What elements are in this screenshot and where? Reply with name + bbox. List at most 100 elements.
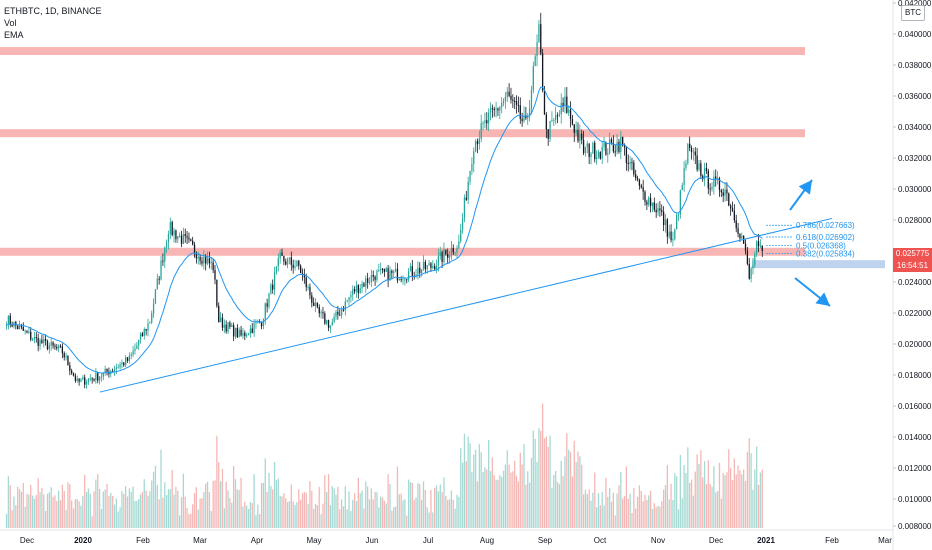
candle: [761, 245, 763, 257]
volume-bar: [48, 492, 50, 528]
candle: [35, 332, 37, 343]
candle: [523, 106, 525, 124]
volume-bar: [581, 464, 583, 528]
volume-bar: [72, 508, 75, 528]
candle: [689, 136, 691, 152]
volume-bar: [577, 451, 579, 528]
volume-bar: [359, 493, 361, 528]
volume-bar: [156, 484, 158, 528]
candle: [5, 321, 8, 330]
volume-bar: [664, 485, 667, 528]
candle: [316, 302, 319, 309]
volume-bar: [141, 492, 144, 528]
volume-bar: [294, 505, 296, 528]
candle: [387, 264, 389, 288]
candle: [411, 259, 413, 282]
zone-2[interactable]: [0, 247, 805, 256]
price-axis[interactable]: 0.042000 0.040000 0.038000 0.036000 0.034000…: [893, 0, 932, 531]
candle: [415, 268, 417, 279]
candle: [188, 232, 190, 243]
candle: [696, 148, 698, 172]
ema-indicator-label[interactable]: EMA: [4, 30, 24, 40]
volume-bar: [331, 486, 333, 528]
candle: [683, 160, 685, 192]
candle: [558, 110, 561, 118]
candle: [121, 359, 123, 369]
candle: [162, 253, 164, 266]
volume-bar: [659, 506, 661, 528]
candle: [331, 318, 333, 326]
candle: [391, 269, 393, 280]
volume-bar: [266, 491, 268, 528]
candle: [703, 162, 706, 187]
candle: [339, 309, 341, 316]
zone-0[interactable]: [0, 47, 805, 56]
candle: [126, 357, 129, 363]
candle: [322, 307, 324, 319]
zone-1[interactable]: [0, 129, 805, 138]
candle: [722, 188, 724, 203]
volume-bar: [253, 474, 255, 528]
volume-bar: [406, 515, 408, 528]
volume-bar: [661, 501, 663, 528]
candle: [346, 299, 348, 303]
candle: [262, 318, 265, 330]
candle: [675, 212, 678, 230]
volume-bar: [370, 488, 373, 528]
volume-bar: [644, 494, 646, 528]
volume-bar: [255, 514, 257, 528]
candle: [268, 292, 270, 310]
candle: [173, 227, 175, 243]
candle: [731, 201, 734, 213]
time-label: 2021: [757, 536, 775, 545]
price-tick: 0.040000: [898, 30, 932, 39]
candle: [476, 138, 479, 154]
volume-bar: [18, 489, 21, 528]
volume-bar: [612, 492, 615, 528]
volume-bar: [700, 450, 702, 528]
time-label: Aug: [480, 536, 494, 545]
volume-bar: [270, 485, 272, 528]
time-axis[interactable]: Dec 2020 Feb Mar Apr May Jun Jul Aug Sep Oct Nov Dec…: [20, 536, 892, 545]
candle: [562, 97, 564, 112]
volume-bar: [551, 487, 553, 528]
volume-bar: [456, 494, 458, 528]
volume-bar: [646, 499, 648, 528]
candle: [681, 182, 683, 191]
candle: [413, 271, 415, 280]
volume-bar: [571, 476, 574, 528]
volume-bar: [404, 499, 406, 528]
volume-bar: [115, 498, 118, 528]
volume-bar: [411, 482, 413, 528]
candle: [560, 93, 562, 124]
currency-badge[interactable]: BTC: [901, 5, 925, 21]
candle: [273, 266, 276, 296]
candle: [31, 337, 34, 341]
volume-bar: [281, 496, 283, 528]
volume-bar: [607, 496, 609, 528]
candle: [177, 236, 179, 244]
volume-bar: [715, 492, 717, 528]
volume-bar: [547, 446, 549, 528]
candle: [579, 124, 581, 149]
candle: [85, 379, 88, 389]
vol-indicator-label[interactable]: Vol: [4, 18, 17, 28]
volume-bar: [566, 433, 568, 528]
trendline[interactable]: [99, 217, 833, 393]
volume-bar: [463, 433, 466, 528]
volume-bar: [521, 464, 523, 528]
volume-bar: [240, 477, 242, 528]
fib-retracement[interactable]: 0.786(0.027663) 0.618(0.026902)0.5(0.0263…: [766, 221, 855, 259]
candle: [335, 309, 337, 320]
candle: [568, 105, 570, 116]
volume-bar: [87, 488, 90, 528]
zone-3[interactable]: [752, 260, 885, 269]
candle: [607, 148, 609, 163]
volume-bar: [413, 500, 415, 528]
candle: [501, 97, 503, 114]
candle: [491, 104, 494, 118]
candle: [320, 309, 322, 319]
volume-bar: [562, 476, 564, 528]
volume-bar: [365, 481, 367, 528]
